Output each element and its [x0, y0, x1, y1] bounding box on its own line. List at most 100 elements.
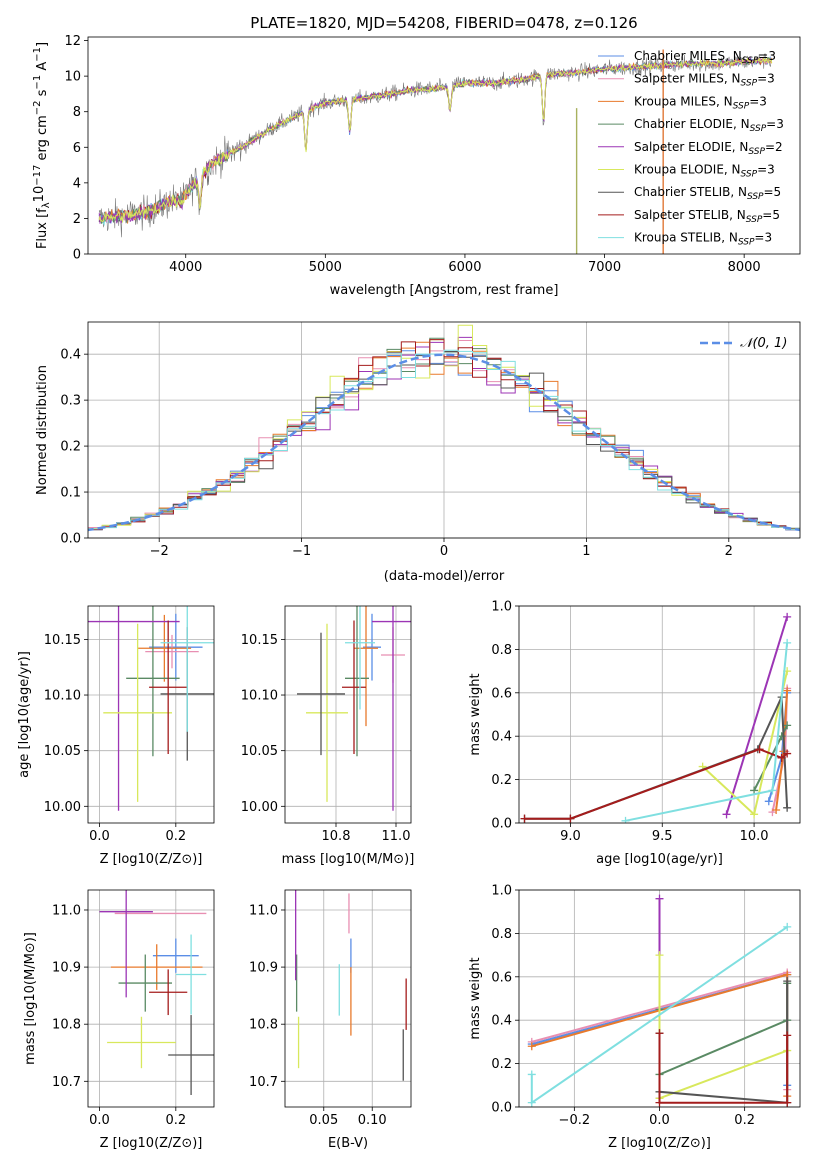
spectrum-xtick-label: 7000: [588, 260, 621, 275]
mass_vs_ebv-xlabel: E(B-V): [328, 1136, 368, 1151]
point-marker: [783, 612, 792, 621]
mass_vs_ebv-xtick-label: 0.05: [309, 1113, 338, 1128]
residuals-xlabel: (data-model)/error: [384, 569, 505, 584]
mass_vs_ebv-plot: [295, 890, 407, 1081]
legend-label: Chabrier MILES, NSSP=3: [634, 49, 776, 66]
point-marker: [768, 786, 777, 795]
spectrum-plot: [98, 49, 773, 254]
massweight_vs_Z-ytick-label: 0.4: [491, 1014, 512, 1029]
age_vs_Z-xlabel: Z [log10(Z/Z⊙)]: [100, 852, 203, 867]
spectrum-ylabel: Flux [fλ10−17 erg cm−2 s−1 A−1]: [32, 42, 52, 249]
mass_vs_Z-xlabel: Z [log10(Z/Z⊙)]: [100, 1136, 203, 1151]
mass_vs_Z-frame: [87, 889, 215, 1108]
legend-label: Kroupa STELIB, NSSP=3: [634, 231, 772, 248]
massweight_vs_age-ytick-label: 0.4: [491, 730, 512, 745]
point-marker: [772, 805, 781, 814]
series-chabrier_elodie: [658, 983, 789, 1077]
residuals-ytick-label: 0.3: [60, 394, 81, 409]
age_vs_mass-xlabel: mass [log10(M/M⊙)]: [282, 852, 415, 867]
point-marker: [722, 810, 731, 819]
mass_vs_ebv-axes: 0.05 0.10 10.7 10.8 10.9 11.0: [249, 890, 411, 1128]
mass_vs_Z-ytick-label: 10.8: [52, 1018, 81, 1033]
spectrum-model-chabrier_elodie: [98, 57, 773, 224]
age_vs_mass-ytick-label: 10.10: [241, 689, 278, 704]
mass_vs_Z-ytick-label: 10.7: [52, 1075, 81, 1090]
point-marker: [750, 810, 759, 819]
residuals-legend-label: 𝒩(0, 1): [740, 336, 787, 351]
massweight_vs_age-ytick-label: 0.0: [491, 817, 512, 832]
age_vs_mass-axes: 10.8 11.0 10.00 10.05 10.10 10.15: [241, 606, 411, 844]
point-marker: [655, 951, 664, 960]
residuals-ytick-label: 0.4: [60, 348, 81, 363]
age_vs_Z-xtick-label: 0.2: [165, 829, 186, 844]
mass_vs_Z-plot: [99, 890, 214, 1096]
age_vs_mass-ytick-label: 10.05: [241, 744, 278, 759]
massweight_vs_Z-ytick-label: 0.2: [491, 1057, 512, 1072]
point-marker: [566, 814, 575, 823]
massweight_vs_age-ylabel: mass weight: [468, 673, 483, 755]
spectrum-observed: [98, 53, 773, 238]
massweight_vs_age-xtick-label: 9.5: [652, 829, 673, 844]
spectrum-frame: [87, 36, 801, 255]
age_vs_mass-plot: [297, 606, 411, 811]
point-marker: [520, 814, 529, 823]
residuals-ytick-label: 0.0: [60, 532, 81, 547]
mass_vs_Z-ylabel: mass [log10(M/M⊙)]: [23, 932, 38, 1065]
massweight_vs_age-ytick-label: 1.0: [491, 600, 512, 615]
point-marker: [783, 1098, 792, 1107]
spectrum-xtick-label: 5000: [309, 260, 342, 275]
mass_vs_Z-ytick-label: 10.9: [52, 961, 81, 976]
residuals-ylabel: Normed distribution: [35, 365, 50, 495]
massweight_vs_Z-xtick-label: 0.0: [649, 1113, 670, 1128]
age_vs_mass-ytick-label: 10.00: [241, 800, 278, 815]
residuals-xtick-label: 1: [582, 544, 590, 559]
legend-label: Salpeter ELODIE, NSSP=2: [634, 140, 783, 157]
age_vs_mass-xtick-label: 11.0: [382, 829, 411, 844]
massweight_vs_Z-frame: [518, 889, 801, 1108]
point-marker: [527, 1042, 536, 1051]
mass_vs_ebv-xtick-label: 0.10: [358, 1113, 387, 1128]
residuals-frame: [87, 321, 801, 539]
massweight_vs_Z-plot: [527, 894, 792, 1107]
residuals-xtick-label: −2: [150, 544, 169, 559]
point-marker: [783, 803, 792, 812]
spectrum-ytick-label: 0: [73, 248, 81, 263]
point-marker: [750, 786, 759, 795]
point-marker: [783, 749, 792, 758]
age_vs_Z-xtick-label: 0.0: [89, 829, 110, 844]
point-marker: [527, 1070, 536, 1079]
spectrum-legend: Chabrier MILES, NSSP=3 Salpeter MILES, NS…: [598, 49, 784, 248]
spectrum-title: PLATE=1820, MJD=54208, FIBERID=0478, z=0…: [250, 14, 637, 32]
point-marker: [655, 1098, 664, 1107]
residuals-plot: [88, 324, 800, 533]
age_vs_Z-ytick-label: 10.05: [44, 744, 81, 759]
massweight_vs_age-frame: [518, 605, 801, 824]
legend-label: Salpeter STELIB, NSSP=5: [634, 208, 780, 225]
spectrum-ytick-label: 10: [64, 70, 81, 85]
point-marker: [783, 686, 792, 695]
age_vs_Z-ytick-label: 10.10: [44, 689, 81, 704]
series-chabrier_stelib: [658, 981, 789, 1104]
massweight_vs_age-xlabel: age [log10(age/yr)]: [596, 852, 723, 867]
residuals-ytick-label: 0.1: [60, 486, 81, 501]
residuals-ytick-label: 0.2: [60, 440, 81, 455]
spectrum-axes: 4000 5000 6000 7000 8000 0 2 4 6 8 10 12: [64, 34, 760, 275]
series-chabrier_stelib: [524, 696, 789, 820]
massweight_vs_Z-ytick-label: 1.0: [491, 884, 512, 899]
age_vs_mass-ytick-label: 10.15: [241, 633, 278, 648]
point-marker: [783, 638, 792, 647]
massweight_vs_Z-ytick-label: 0.8: [491, 927, 512, 942]
spectrum-ytick-label: 4: [73, 176, 81, 191]
massweight_vs_Z-ylabel: mass weight: [468, 957, 483, 1039]
massweight_vs_age-xtick-label: 10.0: [740, 829, 769, 844]
histogram-kroupa_stelib: [88, 349, 800, 532]
residuals-xtick-label: 0: [440, 544, 448, 559]
legend-label: Chabrier STELIB, NSSP=5: [634, 185, 781, 202]
spectrum-ytick-label: 2: [73, 212, 81, 227]
massweight_vs_age-ytick-label: 0.8: [491, 643, 512, 658]
point-marker: [527, 1098, 536, 1107]
point-marker: [777, 753, 786, 762]
massweight_vs_Z-ytick-label: 0.6: [491, 970, 512, 985]
point-marker: [764, 797, 773, 806]
age_vs_Z-axes: 0.0 0.2 10.00 10.05 10.10 10.15: [44, 606, 214, 844]
